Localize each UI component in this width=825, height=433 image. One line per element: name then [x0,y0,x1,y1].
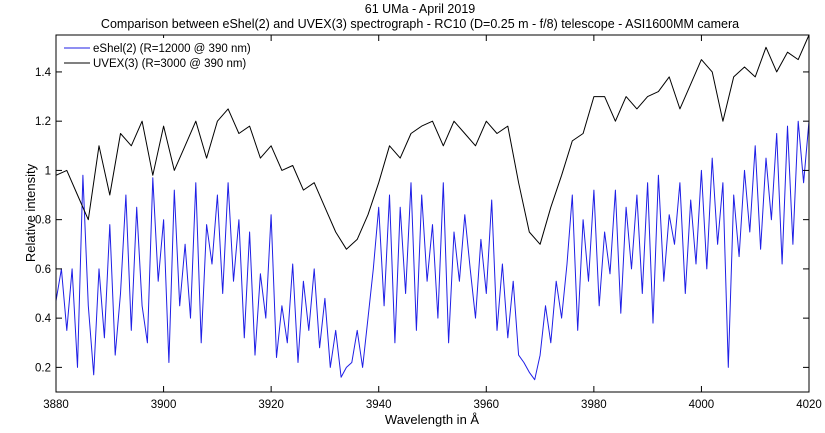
x-tick-label: 3980 [581,399,607,411]
chart-subtitle: Comparison between eShel(2) and UVEX(3) … [101,17,739,31]
x-tick-label: 4020 [796,399,822,411]
x-tick-label: 3900 [151,399,177,411]
y-axis-label: Relative intensity [23,163,38,262]
y-tick-label: 1 [45,165,51,177]
legend: eShel(2) (R=12000 @ 390 nm) UVEX(3) (R=3… [60,38,252,70]
y-tick-label: 1.2 [35,116,51,128]
chart-title: 61 UMa - April 2019 [365,2,476,16]
legend-label-uvex: UVEX(3) (R=3000 @ 390 nm) [93,58,246,70]
x-tick-label: 3920 [258,399,284,411]
y-tick-label: 0.6 [35,264,51,276]
plot-frame [55,34,810,393]
y-tick-label: 0.8 [35,215,51,227]
x-tick-label: 3960 [473,399,499,411]
x-tick-label: 4000 [689,399,715,411]
plot-area [55,34,810,381]
x-tick-label: 3940 [366,399,392,411]
x-axis-ticks: 3880 3900 3920 3940 3960 3980 4000 4020 [43,35,822,411]
x-tick-label: 3880 [43,399,69,411]
y-tick-label: 0.2 [35,362,51,374]
legend-label-eshel: eShel(2) (R=12000 @ 390 nm) [93,43,251,55]
series-line-uvex [55,34,810,250]
legend-box [60,38,252,70]
series-line-eshel [55,120,810,381]
y-tick-label: 1.4 [35,67,52,79]
x-axis-label: Wavelength in Å [385,412,480,427]
y-axis-ticks: 0.2 0.4 0.6 0.8 1 1.2 1.4 [35,67,809,374]
y-tick-label: 0.4 [35,313,52,325]
